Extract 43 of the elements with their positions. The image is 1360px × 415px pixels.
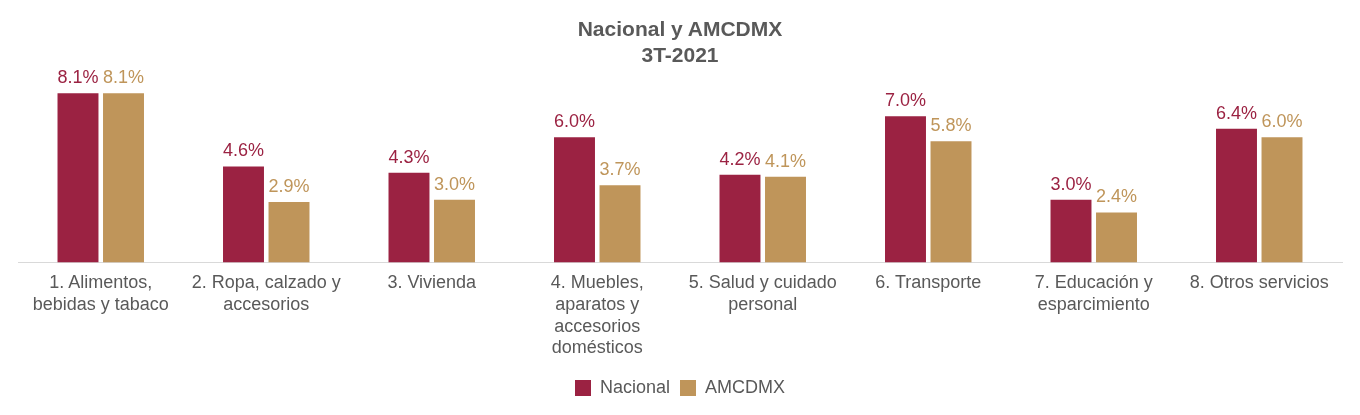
data-label: 6.0% — [553, 111, 596, 132]
bar — [388, 172, 430, 263]
x-tick-label: 7. Educación y esparcimiento — [1034, 272, 1153, 314]
data-label: 3.0% — [1050, 173, 1092, 194]
data-label: 5.8% — [930, 115, 972, 136]
x-tick-label: 4. Muebles, aparatos y accesorios domésticos — [550, 272, 644, 358]
legend-label: Nacional — [599, 376, 671, 397]
bar — [268, 201, 310, 263]
data-label: 3.0% — [433, 173, 476, 194]
bar — [57, 93, 99, 263]
legend-label: AMCDMX — [705, 376, 786, 397]
x-tick-label: 8. Otros servicios — [1189, 272, 1329, 293]
data-label: 8.1% — [102, 67, 145, 88]
chart-title: Nacional y AMCDMX 3T-2021 — [577, 17, 783, 66]
x-tick-label: 6. Transporte — [875, 272, 982, 293]
bar — [719, 174, 761, 263]
data-label: 4.1% — [764, 150, 807, 171]
data-label: 4.3% — [388, 146, 430, 167]
bar — [599, 185, 641, 263]
bar — [1096, 212, 1137, 263]
bar — [554, 137, 595, 263]
x-tick-label: 5. Salud y cuidado personal — [688, 272, 837, 314]
data-label: 6.0% — [1261, 111, 1303, 132]
data-label: 4.6% — [222, 140, 265, 161]
bar — [930, 141, 972, 263]
x-tick-label: 2. Ropa, calzado y accesorios — [191, 272, 341, 314]
data-label: 6.4% — [1215, 102, 1258, 123]
data-label: 7.0% — [884, 90, 927, 111]
bar — [885, 116, 926, 263]
data-label: 8.1% — [57, 67, 99, 88]
x-tick-label: 1. Alimentos, bebidas y tabaco — [32, 272, 169, 314]
bar — [103, 93, 144, 263]
bar — [223, 166, 264, 263]
x-tick-label: 3. Vivienda — [387, 272, 478, 293]
bar — [1050, 199, 1092, 263]
data-label: 4.2% — [719, 148, 761, 169]
bar — [434, 199, 475, 263]
data-label: 2.4% — [1095, 186, 1138, 207]
data-label: 3.7% — [599, 159, 641, 180]
bar — [1261, 137, 1303, 263]
bar — [765, 176, 806, 263]
data-label: 2.9% — [268, 175, 310, 196]
bar — [1216, 128, 1257, 263]
